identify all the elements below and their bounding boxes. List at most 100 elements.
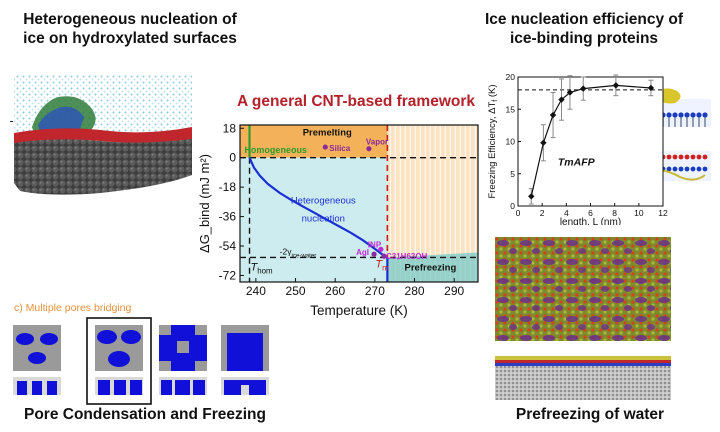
y-tick-label: -72 (219, 268, 237, 282)
fe-series-line (530, 84, 651, 197)
pore-state-4 (221, 325, 269, 395)
fe-x-axis-label: length, L (nm) (560, 217, 621, 225)
heading-top-right-line2: ice-binding proteins (509, 30, 659, 47)
pore-state-3 (159, 325, 207, 395)
x-tick-label: 270 (365, 284, 385, 298)
ice-cluster-blue (38, 106, 84, 131)
fe-y-axis-label: Freezing Efficiency, ΔTf (K) (487, 84, 499, 198)
x-tick-label: 260 (325, 284, 345, 298)
ice-atom-red (702, 154, 708, 160)
point-silica (322, 144, 328, 150)
y-axis-label: ΔG_bind (mJ m²) (197, 154, 212, 253)
label-agi: AgI (356, 248, 369, 257)
point-inp (378, 246, 384, 252)
ice-atom-blue (696, 166, 702, 172)
label-premelting: Premelting (303, 128, 352, 139)
y-tick-label: -18 (219, 180, 237, 194)
y-tick-label: 18 (223, 121, 237, 135)
fe-point (580, 85, 587, 92)
side-view-blue-layer (495, 363, 671, 366)
x-tick-label: 250 (286, 284, 306, 298)
ice-atom (684, 112, 690, 118)
heading-top-left-line2: ice on hydroxylated surfaces (23, 30, 237, 47)
ice-atom-red (684, 154, 690, 160)
ice-atom-blue (702, 166, 708, 172)
x-tick-label: 290 (444, 284, 464, 298)
fe-y-tick-label: 0 (510, 201, 515, 211)
tmafp-label: TmAFP (558, 156, 596, 168)
ice-atom (672, 112, 678, 118)
fe-point (540, 139, 547, 146)
hydroxylated-surface-simulation (10, 75, 192, 195)
fe-plot-frame (517, 76, 664, 207)
heterogeneous-region (240, 157, 388, 282)
fe-y-tick-label: 15 (506, 104, 516, 114)
ice-atom-blue (690, 166, 696, 172)
heading-bottom-left: Pore Condensation and Freezing (24, 406, 266, 423)
label-ice-water: -2γice-water (280, 246, 317, 259)
freezing-efficiency-chart: TmAFP 0 2 4 6 8 10 12 0 5 10 15 20 length, L (nm) Free… (487, 72, 711, 225)
ice-atom-red (690, 154, 696, 160)
side-view-substrate (495, 366, 671, 400)
fe-x-tick-label: 6 (588, 208, 593, 218)
side-view-red-layer (495, 360, 671, 363)
fe-point (558, 96, 565, 103)
x-axis-label: Temperature (K) (310, 303, 408, 318)
pore-panel-label: c) Multiple pores bridging (14, 302, 131, 314)
point-agi (371, 251, 377, 257)
label-prefreezing: Prefreezing (405, 263, 457, 274)
plot-frame (239, 124, 479, 283)
ice-atom (690, 112, 696, 118)
ice-atom-red (696, 154, 702, 160)
fe-x-tick-label: 8 (612, 208, 617, 218)
heterogeneous-curve (248, 157, 388, 259)
cnt-framework-chart: A general CNT-based framework Silica Vapo… (197, 93, 479, 318)
fe-x-tick-label: 4 (564, 208, 569, 218)
label-thom: Thom (251, 262, 274, 276)
fe-x-tick-label: 2 (540, 208, 545, 218)
premelting-region (240, 125, 388, 158)
pore-state-2 (86, 317, 152, 405)
prefreezing-wedge (387, 252, 478, 282)
x-tick-label: 280 (405, 284, 425, 298)
ice-atom-blue (684, 166, 690, 172)
ice-atom-blue (666, 166, 672, 172)
prefreezing-simulation (495, 237, 671, 400)
ice-atom (666, 112, 672, 118)
label-homogeneous: Homogeneous (244, 145, 307, 155)
heading-bottom-right: Prefreezing of water (515, 406, 665, 423)
ice-atom-blue (672, 166, 678, 172)
heading-top-left: Heterogeneous nucleation of ice on hydro… (0, 10, 260, 48)
ice-atom (696, 112, 702, 118)
x-tick-label: 240 (246, 284, 266, 298)
ice-atom (678, 112, 684, 118)
hydroxyl-layer (14, 127, 192, 145)
label-tm: Tm (375, 258, 389, 272)
label-c31h63oh: C31H63OH (386, 252, 428, 261)
y-tick-label: -54 (219, 239, 237, 253)
point-c31h63oh (381, 253, 387, 259)
heading-top-right: Ice nucleation efficiency of ice-binding… (448, 10, 720, 48)
label-nucleation: nucleation (302, 213, 345, 224)
y-tick-label: -36 (219, 210, 237, 224)
label-heterogeneous: Heterogeneous (291, 196, 356, 207)
label-vapor: Vapor (366, 138, 388, 147)
heading-top-left-line1: Heterogeneous nucleation of (23, 11, 237, 28)
substrate-atoms (14, 139, 192, 195)
ice-atom (702, 112, 708, 118)
label-silica: Silica (329, 144, 350, 153)
pore-condensation-illustration: c) Multiple pores bridging (13, 302, 269, 405)
ice-atom-red (672, 154, 678, 160)
fe-x-tick-label: 10 (634, 208, 644, 218)
fe-x-tick-label: 12 (658, 208, 668, 218)
chart-title: A general CNT-based framework (237, 93, 475, 110)
ice-atom-blue (678, 166, 684, 172)
fe-y-tick-label: 10 (506, 137, 516, 147)
fe-point (612, 82, 620, 89)
side-view-water-layer (495, 356, 671, 360)
point-vapor (366, 146, 372, 152)
top-view-liquid-patches (495, 237, 671, 341)
label-inp: INP (368, 240, 382, 249)
pore-state-1 (13, 325, 61, 395)
